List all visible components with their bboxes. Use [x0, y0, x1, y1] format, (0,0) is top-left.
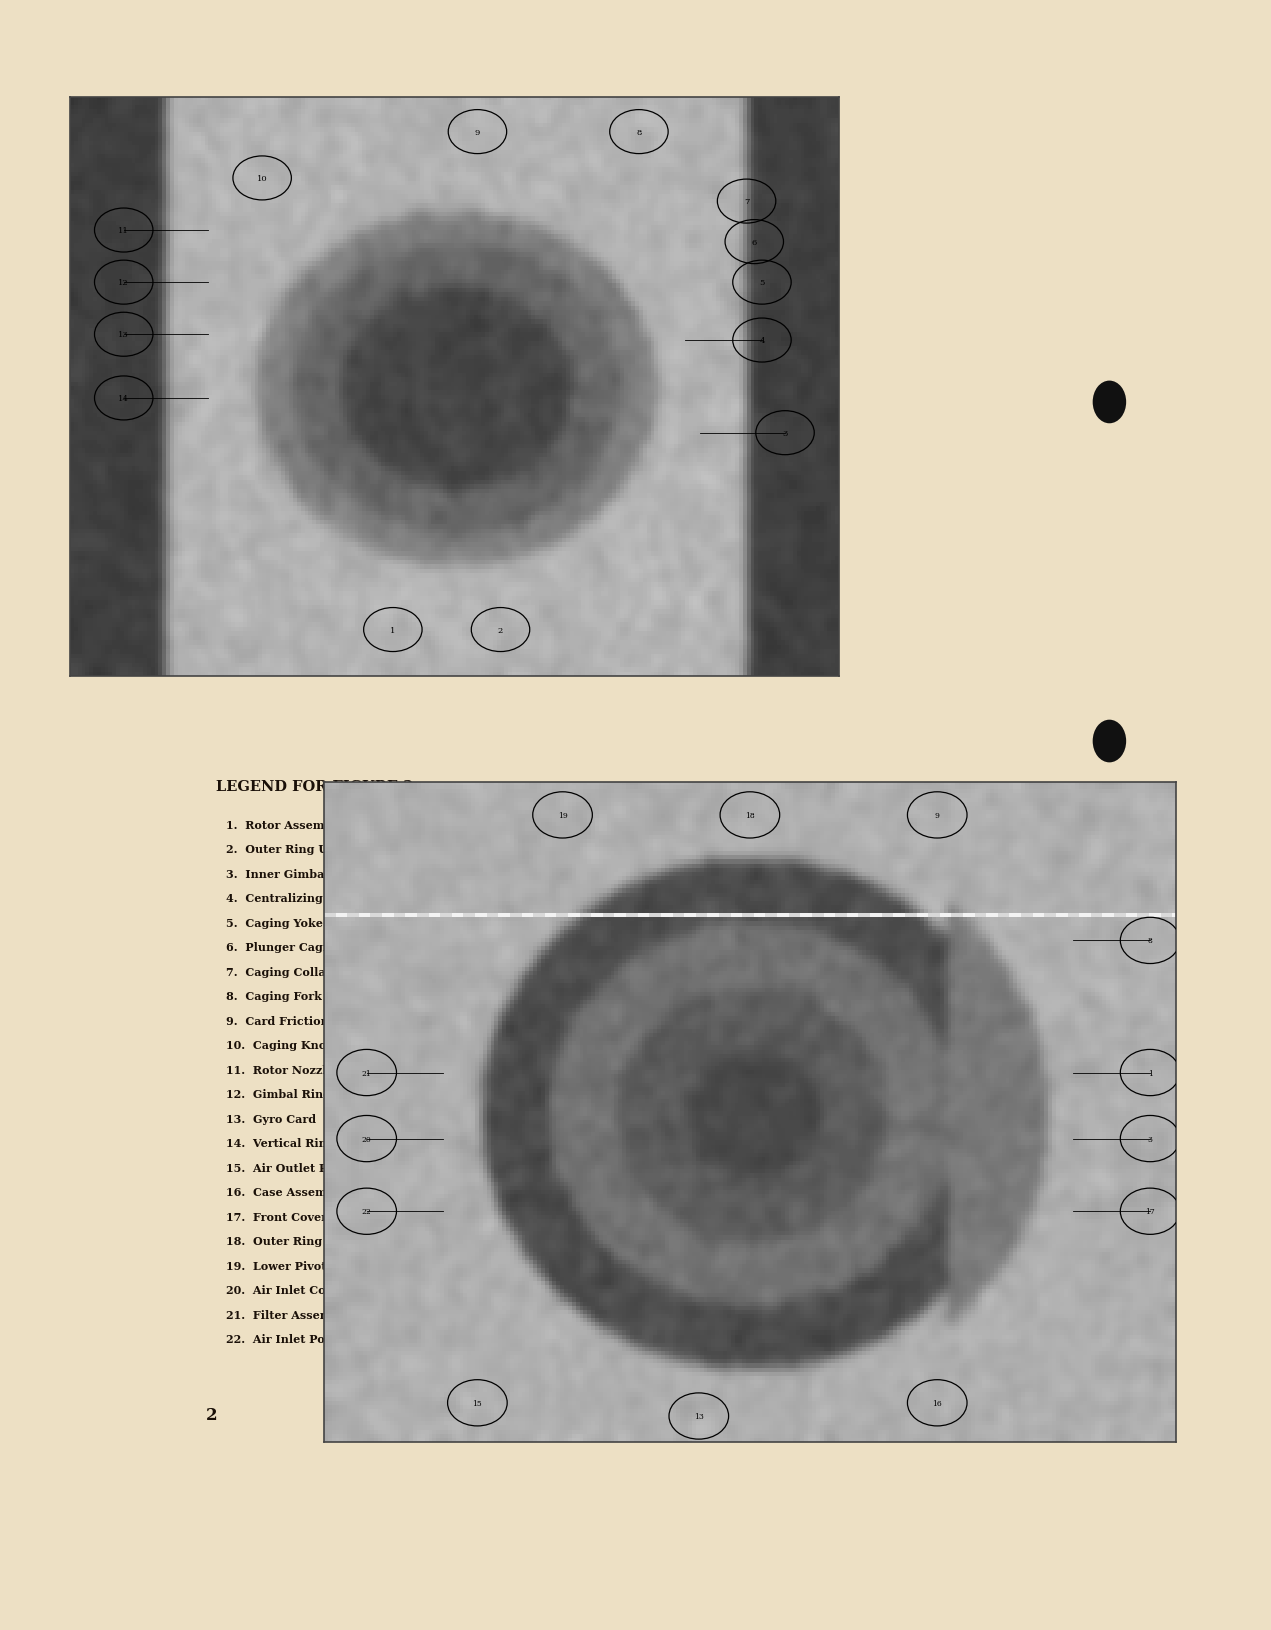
Text: 1: 1 — [179, 315, 192, 334]
Text: 2.  Outer Ring Upper Bearing: 2. Outer Ring Upper Bearing — [226, 844, 411, 854]
Text: RESTRICTED: RESTRICTED — [583, 1405, 719, 1423]
Text: Figure 2 — Sectional View — Directional Gyro Indicator: Figure 2 — Sectional View — Directional … — [529, 1328, 942, 1341]
Text: 20: 20 — [362, 1134, 371, 1143]
Text: 18.  Outer Ring Lower Bearing: 18. Outer Ring Lower Bearing — [226, 1236, 418, 1247]
Text: LEGEND FOR FIGURE 2: LEGEND FOR FIGURE 2 — [216, 779, 413, 794]
Text: 13.  Gyro Card: 13. Gyro Card — [226, 1113, 316, 1125]
Text: 16: 16 — [933, 1399, 942, 1407]
Text: 21: 21 — [362, 1069, 371, 1077]
Text: 3.  Inner Gimbal Ring: 3. Inner Gimbal Ring — [226, 869, 362, 879]
Text: 9: 9 — [475, 129, 480, 137]
Text: 14: 14 — [118, 394, 130, 403]
Text: 1.  Rotor Assembly: 1. Rotor Assembly — [226, 820, 343, 830]
Text: 3: 3 — [783, 429, 788, 437]
Text: 7.  Caging Collar: 7. Caging Collar — [226, 967, 332, 978]
Text: 15.  Air Outlet Port: 15. Air Outlet Port — [226, 1162, 346, 1174]
Circle shape — [1103, 838, 1120, 859]
Text: 1: 1 — [390, 626, 395, 634]
Text: 7: 7 — [744, 197, 750, 205]
Text: 2: 2 — [498, 626, 503, 634]
Text: 13: 13 — [118, 331, 130, 339]
Text: 10: 10 — [257, 174, 267, 183]
Circle shape — [1103, 989, 1120, 1009]
Text: 18: 18 — [745, 812, 755, 820]
Text: RESTRICTED: RESTRICTED — [588, 230, 714, 246]
Text: 3: 3 — [1148, 1134, 1153, 1143]
Text: 22: 22 — [362, 1208, 371, 1216]
Text: 4.  Centralizing Lever Spring: 4. Centralizing Lever Spring — [226, 893, 407, 903]
Text: 1: 1 — [1148, 1069, 1153, 1077]
Text: 11: 11 — [118, 227, 130, 235]
Circle shape — [1093, 720, 1126, 763]
Text: 2: 2 — [206, 1407, 217, 1423]
Text: 9: 9 — [934, 812, 939, 820]
Text: 4: 4 — [759, 337, 765, 346]
Text: 11.  Rotor Nozzle Assembly: 11. Rotor Nozzle Assembly — [226, 1064, 397, 1076]
Text: 16.  Case Assembly: 16. Case Assembly — [226, 1187, 346, 1198]
Text: 21.  Filter Assembly: 21. Filter Assembly — [226, 1309, 350, 1320]
Text: 19: 19 — [558, 812, 567, 820]
Text: 12: 12 — [118, 279, 130, 287]
Text: 20.  Air Inlet Cover: 20. Air Inlet Cover — [226, 1284, 344, 1296]
Text: 14.  Vertical Ring: 14. Vertical Ring — [226, 1138, 334, 1149]
Text: 17: 17 — [1145, 1208, 1155, 1216]
Text: 6.  Plunger Caging Pin: 6. Plunger Caging Pin — [226, 942, 367, 954]
Text: 8.  Caging Fork: 8. Caging Fork — [226, 991, 322, 1002]
Text: 8: 8 — [1148, 937, 1153, 945]
Text: 10.  Caging Knob Assembly: 10. Caging Knob Assembly — [226, 1040, 397, 1051]
Circle shape — [1093, 1128, 1126, 1170]
Text: 17.  Front Cover Assembly: 17. Front Cover Assembly — [226, 1211, 390, 1222]
Text: 22.  Air Inlet Port: 22. Air Inlet Port — [226, 1333, 336, 1345]
Text: 5: 5 — [759, 279, 765, 287]
Text: 8: 8 — [637, 129, 642, 137]
Text: 12.  Gimbal Ring Bearing: 12. Gimbal Ring Bearing — [226, 1089, 385, 1100]
Text: 5.  Caging Yoke: 5. Caging Yoke — [226, 918, 323, 927]
Text: Section II: Section II — [206, 230, 290, 243]
Circle shape — [1093, 381, 1126, 424]
Text: 19.  Lower Pivot Shock Assembly: 19. Lower Pivot Shock Assembly — [226, 1260, 431, 1271]
Text: 6: 6 — [751, 238, 758, 246]
Text: 15: 15 — [473, 1399, 482, 1407]
Text: 13: 13 — [694, 1412, 704, 1420]
Text: 9.  Card Friction Drive Ring: 9. Card Friction Drive Ring — [226, 1015, 399, 1027]
